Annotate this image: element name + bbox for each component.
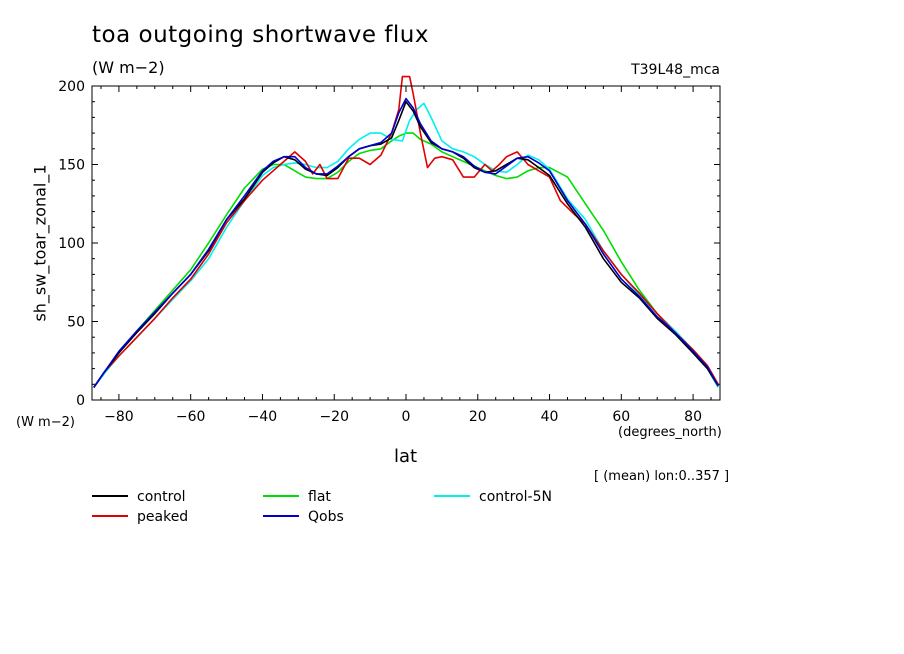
series-line-qobs xyxy=(93,97,719,388)
y-tick-label: 100 xyxy=(58,236,85,252)
chart-units: (W m−2) xyxy=(92,58,165,77)
x-tick-label: 20 xyxy=(469,409,487,425)
y-tick-label: 0 xyxy=(76,393,85,409)
series-layer xyxy=(93,75,719,388)
legend-label-control: control xyxy=(137,489,186,505)
experiment-label: T39L48_mca xyxy=(631,62,720,78)
series-line-peaked xyxy=(93,75,719,388)
x-tick-label: 40 xyxy=(541,409,559,425)
y-tick-label: 200 xyxy=(58,79,85,95)
legend: control peaked flat Qobs control-5N xyxy=(92,489,552,525)
series-line-control-5n xyxy=(93,102,719,388)
y-tick-label: 150 xyxy=(58,158,85,174)
x-tick-label: 60 xyxy=(612,409,630,425)
legend-label-qobs: Qobs xyxy=(308,509,344,525)
averaging-note: [ (mean) lon:0..357 ] xyxy=(594,469,730,484)
legend-label-peaked: peaked xyxy=(137,509,188,525)
legend-label-flat: flat xyxy=(308,489,331,505)
series-line-flat xyxy=(93,132,719,388)
x-tick-label: 0 xyxy=(402,409,411,425)
x-tick-label: −80 xyxy=(104,409,134,425)
x-tick-label: −60 xyxy=(176,409,206,425)
x-unit-label: (degrees_north) xyxy=(618,425,722,440)
plot-frame xyxy=(91,85,721,401)
y-tick-label: 50 xyxy=(67,315,85,331)
legend-label-control-5n: control-5N xyxy=(479,489,552,505)
x-axis-label: lat xyxy=(394,446,418,467)
x-tick-label: −40 xyxy=(248,409,278,425)
chart-title: toa outgoing shortwave flux xyxy=(92,22,429,48)
tick-label-layer: −80 −60 −40 −20 0 20 40 60 80 0 50 100 150 200 xyxy=(58,79,702,425)
y-unit-label: (W m−2) xyxy=(16,415,75,430)
x-tick-label: 80 xyxy=(684,409,702,425)
series-line-control xyxy=(93,100,719,388)
x-tick-label: −20 xyxy=(319,409,349,425)
